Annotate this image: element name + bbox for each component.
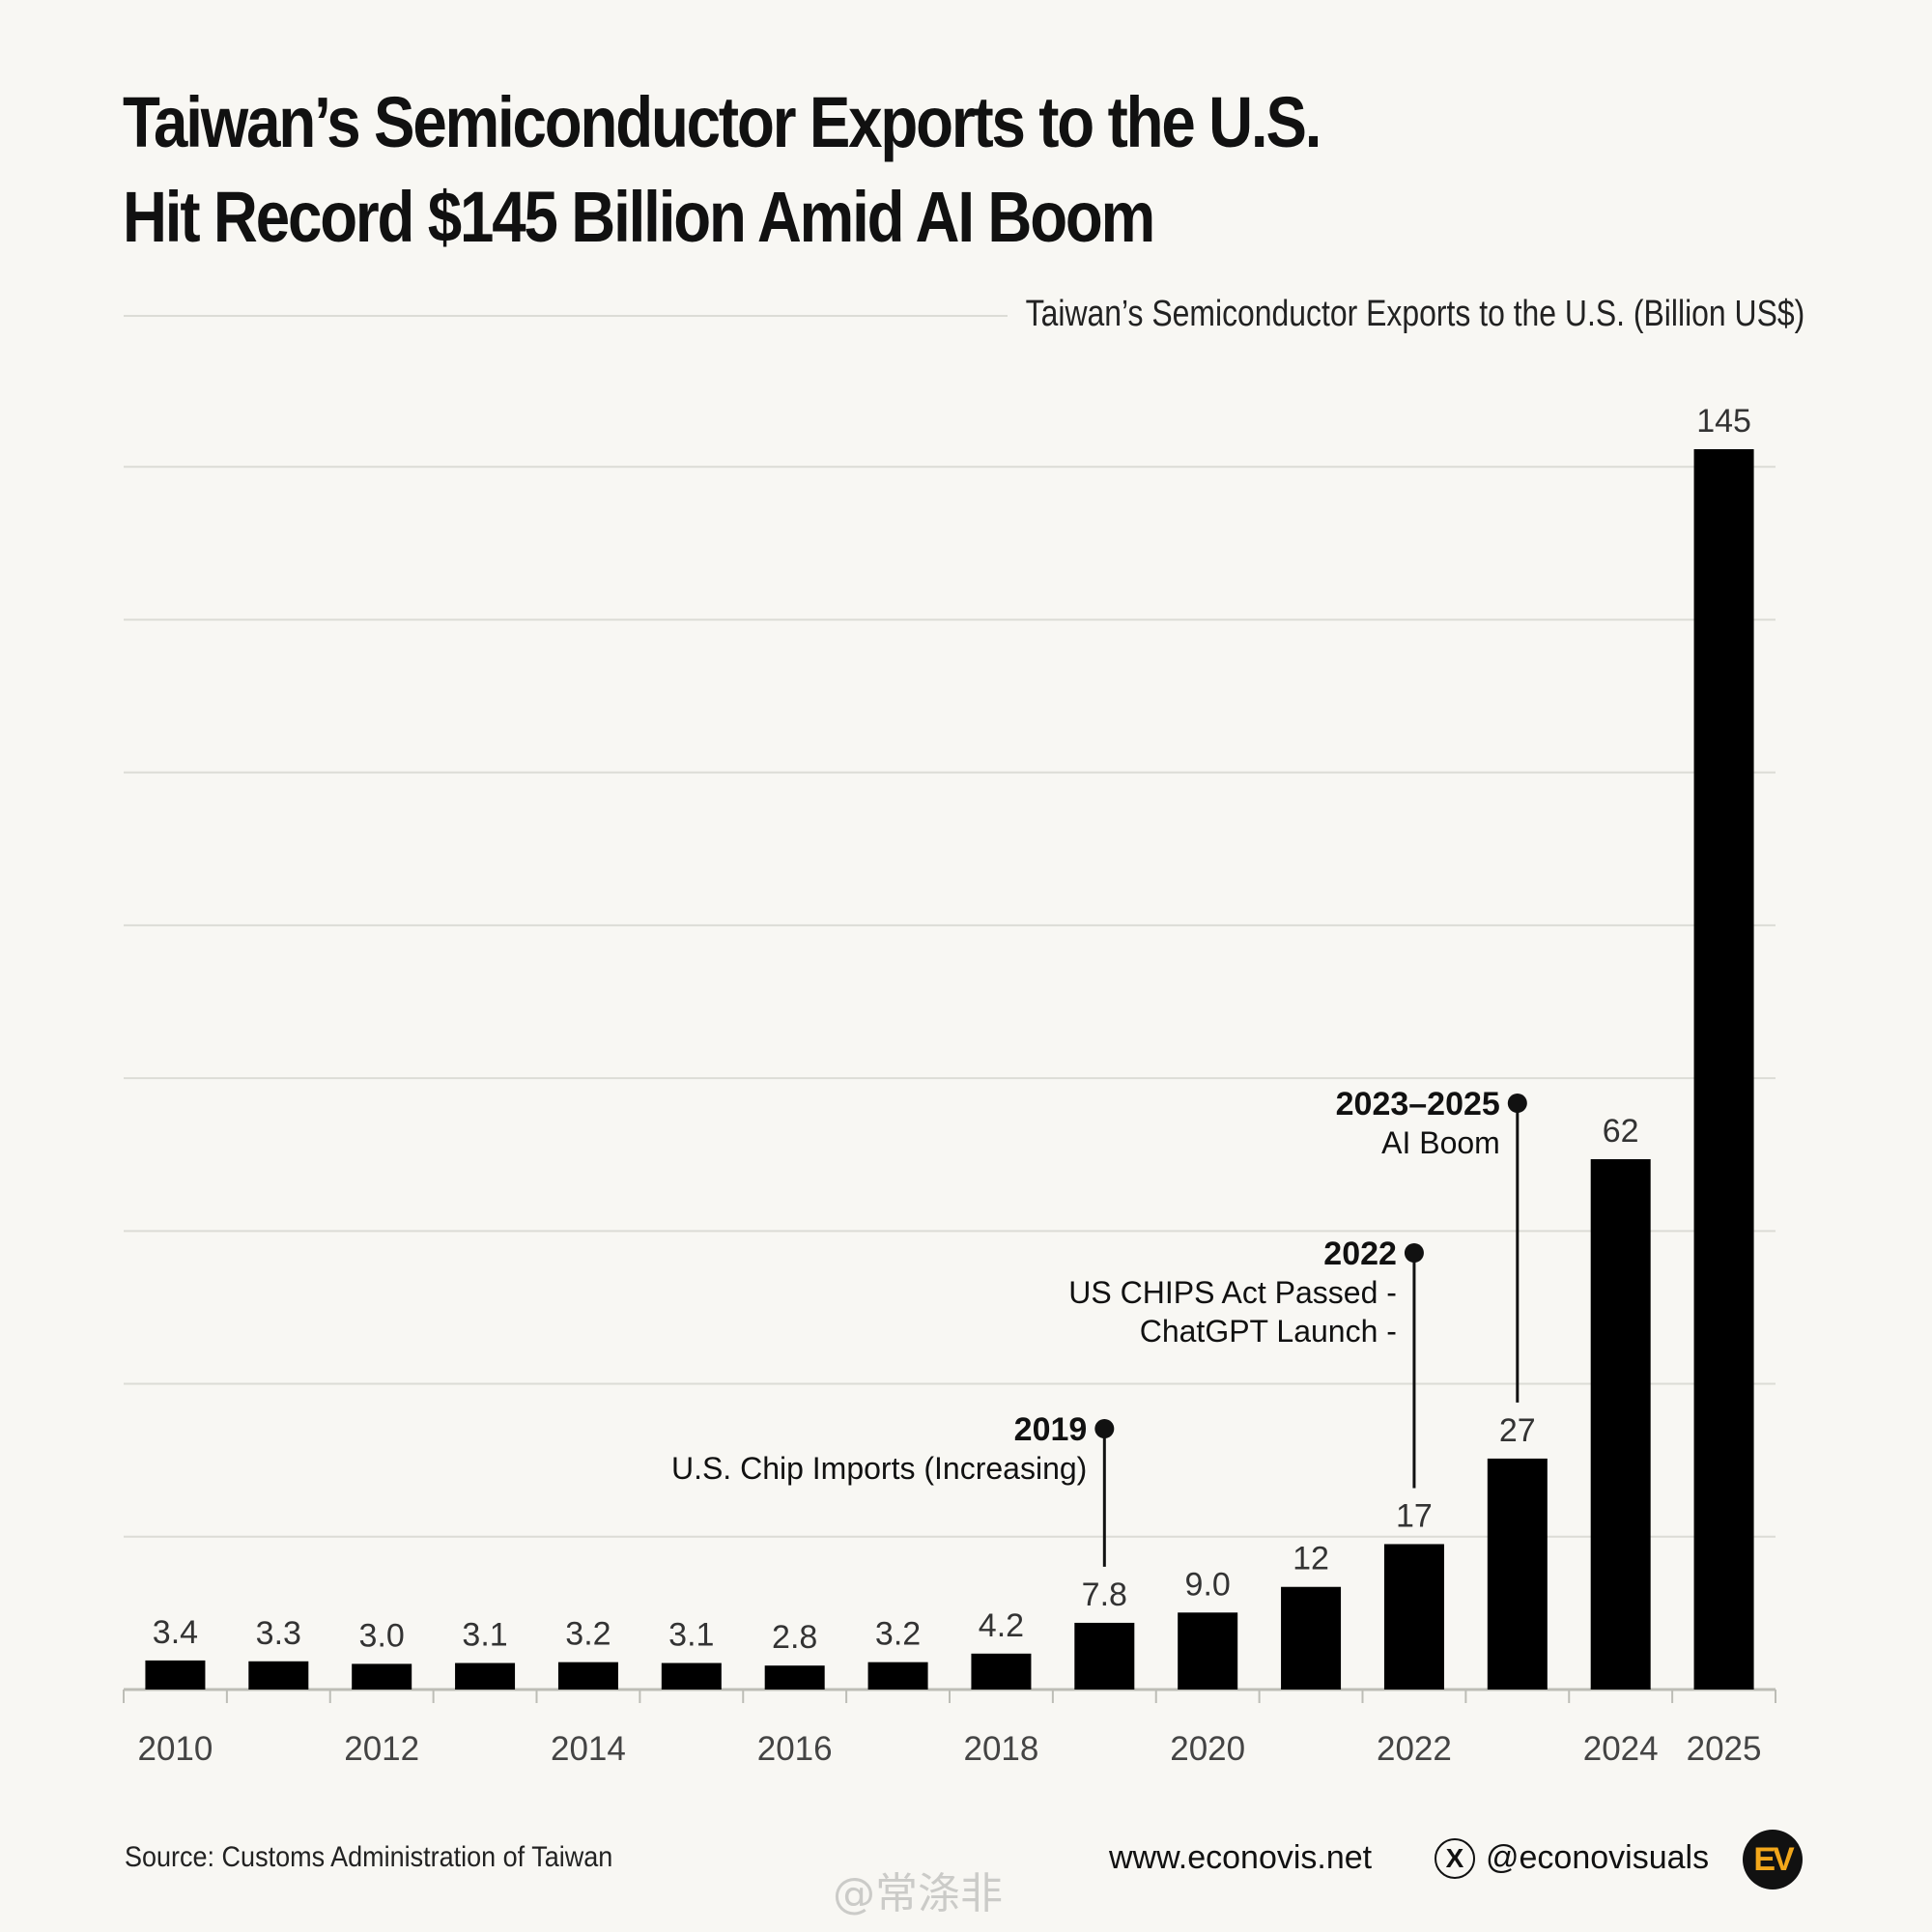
bar-2010	[145, 1660, 206, 1690]
x-tick-label-2018: 2018	[964, 1730, 1039, 1768]
annotation-dot	[1507, 1094, 1527, 1113]
annotation-text: U.S. Chip Imports (Increasing)	[671, 1451, 1087, 1486]
annotation-title: 2022	[1323, 1236, 1397, 1272]
bar-value-label-2016: 2.8	[772, 1619, 817, 1656]
bar-value-label-2010: 3.4	[153, 1614, 198, 1651]
watermark: @常涤非	[833, 1869, 1003, 1918]
bar-value-label-2018: 4.2	[979, 1607, 1024, 1644]
bar-value-label-2021: 12	[1293, 1541, 1329, 1577]
bar-2015	[661, 1662, 722, 1690]
x-tick-label-2025: 2025	[1687, 1730, 1762, 1768]
social-handle[interactable]: @econovisuals	[1486, 1839, 1710, 1876]
bar-value-label-2019: 7.8	[1082, 1577, 1127, 1613]
bar-value-label-2012: 3.0	[359, 1617, 405, 1654]
bar-2023	[1487, 1458, 1548, 1690]
bar-value-label-2024: 62	[1603, 1113, 1639, 1150]
bar-2011	[248, 1661, 309, 1690]
bar-value-label-2011: 3.3	[256, 1615, 301, 1652]
annotation-text: AI Boom	[1381, 1125, 1500, 1160]
chart-title: Taiwan’s Semiconductor Exports to the U.…	[123, 75, 1321, 265]
annotation-dot	[1404, 1243, 1424, 1263]
annotation-dot	[1094, 1419, 1115, 1438]
bar-2017	[867, 1662, 928, 1690]
bar-value-label-2015: 3.1	[668, 1617, 714, 1654]
bar-2020	[1178, 1612, 1238, 1690]
x-tick-label-2010: 2010	[138, 1730, 213, 1768]
x-tick-label-2016: 2016	[757, 1730, 833, 1768]
bar-value-label-2022: 17	[1396, 1497, 1433, 1534]
bar-value-label-2013: 3.1	[462, 1617, 507, 1654]
annotation-title: 2023–2025	[1336, 1086, 1500, 1122]
x-tick-label-2012: 2012	[344, 1730, 419, 1768]
bar-2012	[352, 1663, 412, 1690]
annotation-title: 2019	[1014, 1411, 1088, 1448]
website-link[interactable]: www.econovis.net	[1109, 1839, 1373, 1876]
x-tick-label-2024: 2024	[1583, 1730, 1659, 1768]
bar-2016	[764, 1665, 825, 1690]
bar-2022	[1383, 1544, 1444, 1690]
bar-2021	[1281, 1586, 1342, 1690]
bar-2013	[455, 1662, 516, 1690]
subtitle-rule	[124, 315, 1008, 317]
x-tick-label-2014: 2014	[551, 1730, 626, 1768]
annotation-text: US CHIPS Act Passed -	[1068, 1275, 1397, 1310]
chart-title-line-1: Taiwan’s Semiconductor Exports to the U.…	[123, 82, 1321, 162]
bar-value-label-2017: 3.2	[875, 1616, 921, 1653]
x-tick-label-2020: 2020	[1170, 1730, 1245, 1768]
bar-2018	[971, 1653, 1032, 1690]
bar-2025	[1693, 449, 1754, 1690]
bar-value-label-2023: 27	[1499, 1412, 1536, 1449]
bar-value-label-2025: 145	[1696, 403, 1751, 440]
econovis-logo: EV	[1743, 1830, 1803, 1889]
chart-subtitle: Taiwan’s Semiconductor Exports to the U.…	[1025, 294, 1804, 334]
bar-value-label-2014: 3.2	[565, 1616, 611, 1653]
chart-title-line-2: Hit Record $145 Billion Amid AI Boom	[123, 177, 1155, 257]
bar-2019	[1074, 1622, 1135, 1690]
bar-value-label-2020: 9.0	[1185, 1566, 1231, 1603]
bar-2024	[1590, 1158, 1651, 1690]
x-tick-label-2022: 2022	[1377, 1730, 1452, 1768]
annotation-text: ChatGPT Launch -	[1140, 1314, 1397, 1349]
bar-2014	[557, 1662, 618, 1690]
x-logo-icon: X	[1435, 1838, 1475, 1879]
source-note: Source: Customs Administration of Taiwan	[125, 1841, 613, 1873]
